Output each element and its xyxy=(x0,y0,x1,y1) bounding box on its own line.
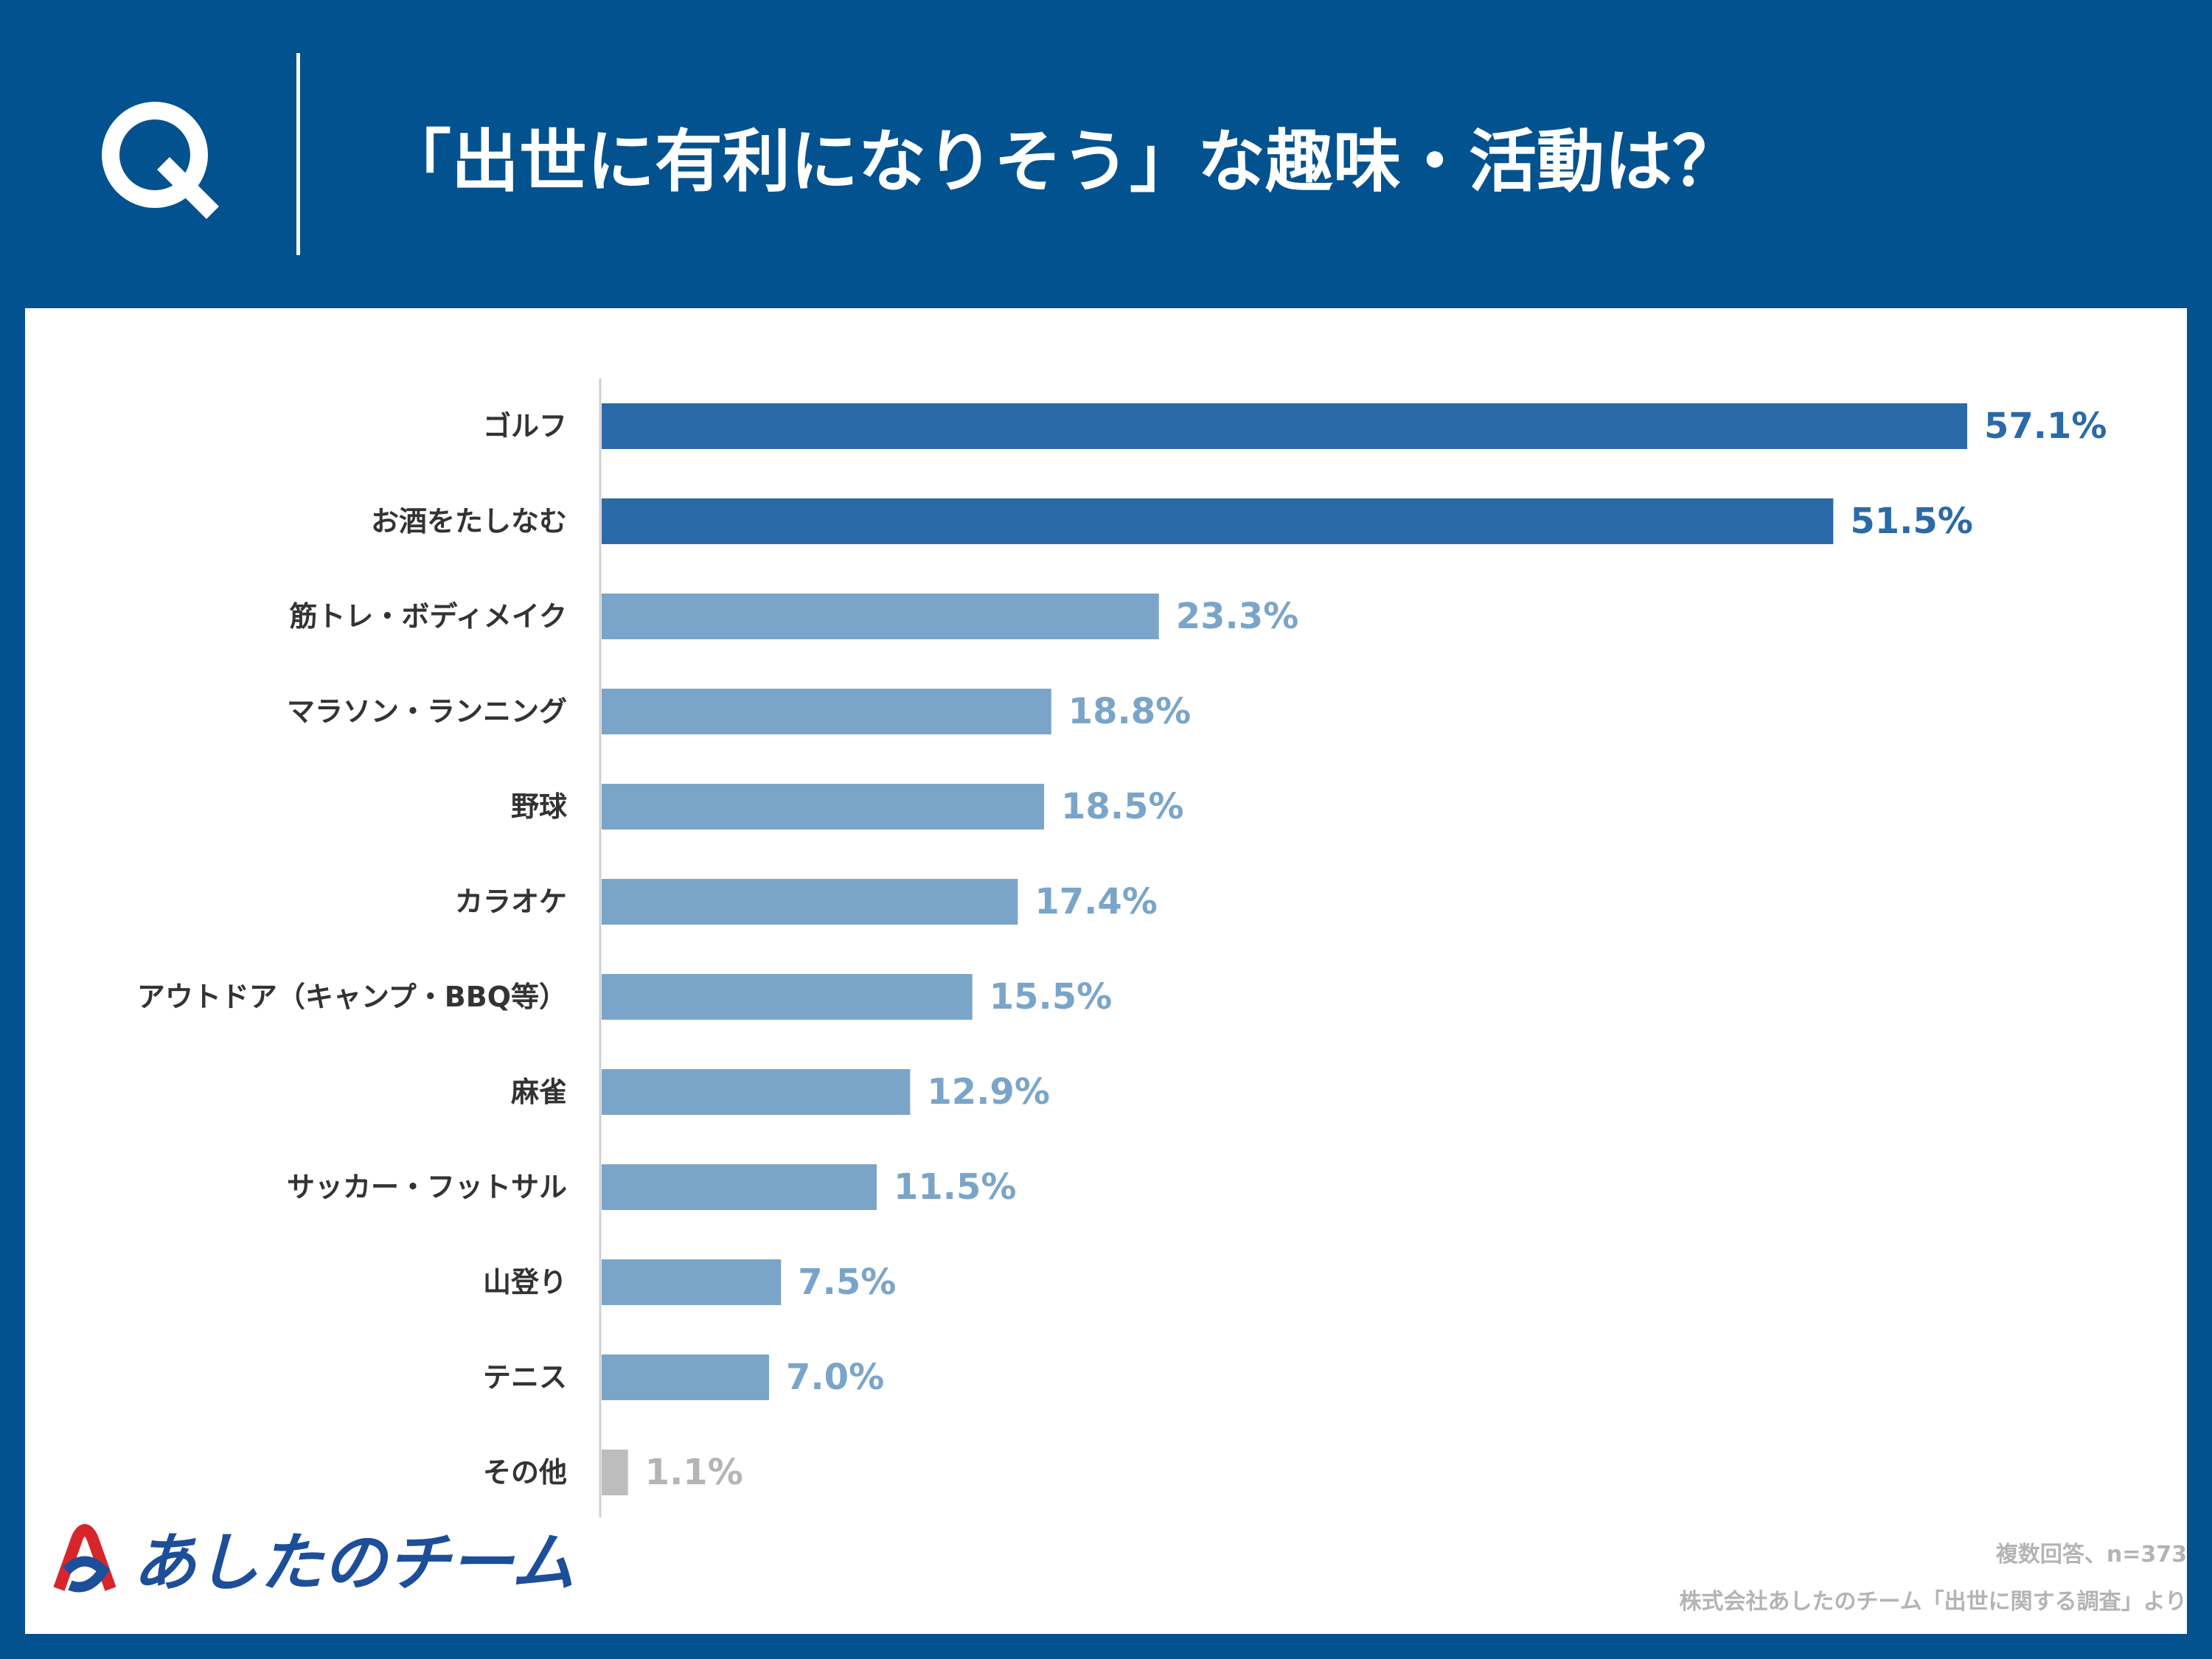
footnote-sample: 複数回答、n=373 xyxy=(1995,1542,2187,1568)
company-logo: あしたのチーム xyxy=(44,1519,575,1607)
bar xyxy=(602,594,1159,639)
value-label: 17.4% xyxy=(1034,881,1158,922)
bar xyxy=(602,1354,770,1400)
value-label: 18.5% xyxy=(1061,786,1184,827)
value-label: 18.8% xyxy=(1068,691,1192,732)
category-label: ゴルフ xyxy=(483,410,567,442)
bar xyxy=(602,784,1045,830)
value-label: 57.1% xyxy=(1984,406,2107,447)
category-label: テニス xyxy=(483,1361,567,1394)
value-label: 51.5% xyxy=(1850,501,1973,542)
category-label: 筋トレ・ボディメイク xyxy=(289,600,567,633)
logo-text: あしたのチーム xyxy=(133,1526,575,1600)
bar xyxy=(602,1450,628,1495)
bar xyxy=(602,879,1018,925)
value-label: 15.5% xyxy=(990,976,1113,1018)
footnote-source: 株式会社あしたのチーム「出世に関する調査」より xyxy=(1679,1589,2188,1615)
value-label: 12.9% xyxy=(927,1071,1050,1113)
category-label: 麻雀 xyxy=(511,1076,567,1108)
chart-panel: ゴルフ 57.1% お酒をたしなむ 51.5% 筋トレ・ボディメイク 23.3% マラソン・… xyxy=(25,308,2187,1634)
bar xyxy=(602,974,973,1020)
bar xyxy=(602,498,1834,544)
category-label: サッカー・フットサル xyxy=(287,1171,567,1203)
bar xyxy=(602,403,1967,449)
bar-chart: ゴルフ 57.1% お酒をたしなむ 51.5% 筋トレ・ボディメイク 23.3% マラソン・… xyxy=(137,378,2107,1517)
category-label: 山登り xyxy=(483,1266,567,1298)
q-letter-icon xyxy=(102,102,219,219)
question-title: 「出世に有利になりそう」な趣味・活動は？ xyxy=(383,122,1741,201)
bar xyxy=(602,689,1051,734)
bar xyxy=(602,1164,877,1210)
logo-mark-icon xyxy=(53,1524,116,1593)
value-label: 7.5% xyxy=(798,1262,896,1303)
category-label: アウトドア（キャンプ・BBQ等） xyxy=(137,981,567,1013)
category-label: 野球 xyxy=(511,790,568,823)
value-label: 7.0% xyxy=(786,1357,884,1398)
value-label: 11.5% xyxy=(894,1166,1017,1208)
value-label: 23.3% xyxy=(1176,596,1299,637)
category-label: マラソン・ランニング xyxy=(287,695,567,728)
category-label: その他 xyxy=(483,1456,567,1489)
category-label: お酒をたしなむ xyxy=(371,505,567,538)
value-label: 1.1% xyxy=(645,1452,743,1493)
header-divider xyxy=(296,53,300,255)
bar xyxy=(602,1069,911,1115)
bar xyxy=(602,1259,782,1305)
footnote: 複数回答、n=373 株式会社あしたのチーム「出世に関する調査」より xyxy=(1680,1537,2188,1620)
category-label: カラオケ xyxy=(455,886,567,918)
